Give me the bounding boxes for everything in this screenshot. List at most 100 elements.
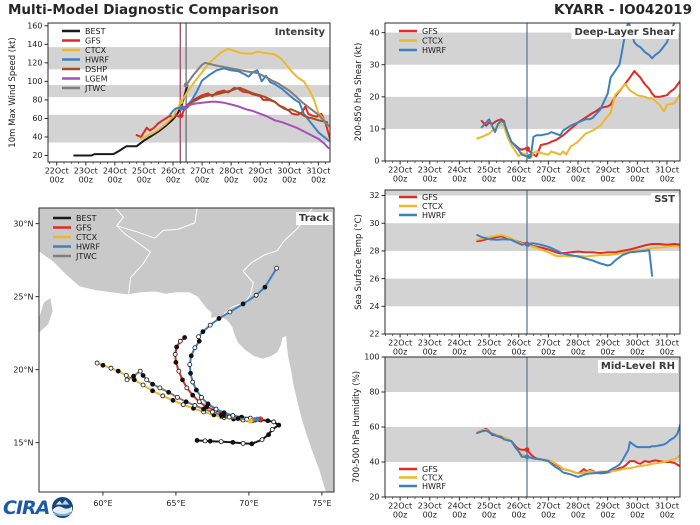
x-tick-sublabel: 00z bbox=[393, 348, 407, 357]
lon-tick-label: 75°E bbox=[312, 499, 331, 508]
x-tick-label: 28Oct bbox=[566, 502, 590, 511]
x-tick-label: 27Oct bbox=[536, 166, 560, 175]
lat-tick-label: 25°N bbox=[13, 292, 33, 301]
legend-label-ctcx: CTCX bbox=[422, 36, 444, 45]
legend-label-ctcx: CTCX bbox=[422, 202, 444, 211]
x-tick-sublabel: 00z bbox=[253, 176, 267, 185]
shear-series-hwrf bbox=[480, 23, 676, 159]
track-point-marker bbox=[172, 351, 178, 357]
y-axis-label: 200-850 hPa Shear (kt) bbox=[354, 43, 364, 142]
x-tick-label: 27Oct bbox=[536, 502, 560, 511]
sst-panel: 22Oct00z23Oct00z24Oct00z25Oct00z26Oct00z… bbox=[354, 189, 681, 357]
analysis-marker-gfs bbox=[178, 113, 184, 119]
x-tick-label: 25Oct bbox=[477, 339, 501, 348]
x-tick-sublabel: 00z bbox=[311, 176, 325, 185]
land-polygon bbox=[39, 298, 53, 333]
track-point-marker bbox=[174, 394, 180, 400]
y-tick-label: 100 bbox=[27, 77, 42, 86]
x-tick-label: 31Oct bbox=[306, 167, 330, 176]
track-point-marker bbox=[137, 368, 143, 374]
y-axis-label: 10m Max Wind Speed (kt) bbox=[8, 37, 18, 147]
panel-border bbox=[384, 22, 681, 162]
legend-label-hwrf: HWRF bbox=[422, 46, 446, 55]
track-point-marker bbox=[218, 439, 224, 445]
x-tick-sublabel: 00z bbox=[512, 175, 526, 184]
track-point-marker bbox=[240, 301, 246, 307]
y-tick-label: 20 bbox=[369, 493, 379, 502]
x-tick-label: 22Oct bbox=[45, 167, 69, 176]
x-tick-label: 28Oct bbox=[566, 166, 590, 175]
track-point-marker bbox=[274, 265, 280, 271]
track-point-marker bbox=[190, 392, 196, 398]
legend-label-hwrf: HWRF bbox=[85, 55, 109, 64]
track-point-marker bbox=[200, 329, 206, 335]
track-point-marker bbox=[213, 406, 219, 412]
track-point-marker bbox=[253, 292, 259, 298]
track-point-marker bbox=[262, 284, 268, 290]
track-point-marker bbox=[124, 377, 130, 383]
track-point-marker bbox=[216, 316, 222, 321]
y-tick-label: 80 bbox=[32, 96, 42, 105]
x-tick-label: 23Oct bbox=[418, 502, 442, 511]
x-tick-label: 30Oct bbox=[625, 166, 649, 175]
x-tick-sublabel: 00z bbox=[79, 176, 93, 185]
lat-tick-label: 20°N bbox=[13, 365, 33, 374]
track-point-marker bbox=[235, 416, 241, 421]
y-tick-label: 40 bbox=[369, 28, 379, 37]
track-endpoint-ctcx bbox=[247, 418, 253, 424]
track-point-marker bbox=[177, 338, 183, 344]
x-tick-label: 29Oct bbox=[248, 167, 272, 176]
y-tick-label: 24 bbox=[369, 302, 379, 311]
x-tick-label: 23Oct bbox=[74, 167, 98, 176]
y-tick-label: 20 bbox=[369, 93, 379, 102]
y-tick-label: 40 bbox=[369, 458, 379, 467]
y-tick-label: 26 bbox=[369, 274, 379, 283]
y-tick-label: 140 bbox=[27, 40, 42, 49]
track-point-marker bbox=[100, 362, 106, 368]
x-tick-sublabel: 00z bbox=[166, 176, 180, 185]
y-tick-label: 22 bbox=[369, 330, 379, 339]
y-tick-label: 0 bbox=[374, 157, 379, 166]
x-tick-label: 31Oct bbox=[655, 166, 679, 175]
x-tick-sublabel: 00z bbox=[423, 175, 437, 184]
y-tick-label: 30 bbox=[369, 60, 379, 69]
panel-corner-label: SST bbox=[654, 194, 675, 205]
page-title: Multi-Model Diagnostic Comparison bbox=[8, 2, 279, 18]
x-tick-sublabel: 00z bbox=[393, 511, 407, 520]
category-band bbox=[385, 190, 680, 196]
x-tick-sublabel: 00z bbox=[630, 511, 644, 520]
x-tick-label: 30Oct bbox=[277, 167, 301, 176]
track-point-marker bbox=[187, 362, 193, 367]
x-tick-label: 26Oct bbox=[161, 167, 185, 176]
track-point-marker bbox=[150, 388, 155, 394]
track-point-marker bbox=[184, 385, 190, 391]
x-tick-sublabel: 00z bbox=[630, 348, 644, 357]
panel-border bbox=[384, 189, 681, 335]
x-tick-sublabel: 00z bbox=[423, 348, 437, 357]
lon-tick-label: 65°E bbox=[166, 499, 185, 508]
legend-label-hwrf: HWRF bbox=[422, 211, 446, 220]
x-tick-sublabel: 00z bbox=[50, 176, 64, 185]
x-tick-sublabel: 00z bbox=[512, 348, 526, 357]
track-point-marker bbox=[94, 360, 100, 366]
track-point-marker bbox=[201, 406, 207, 412]
track-point-marker bbox=[140, 382, 146, 388]
track-point-marker bbox=[183, 399, 189, 405]
legend-label-best: BEST bbox=[85, 27, 106, 36]
cira-logo-text: CIRA bbox=[3, 496, 50, 519]
cira-logo: CIRA bbox=[3, 496, 74, 519]
analysis-marker-jtwc bbox=[183, 82, 189, 88]
legend-label-gfs: GFS bbox=[85, 36, 101, 45]
x-tick-label: 22Oct bbox=[388, 166, 412, 175]
legend-label-gfs: GFS bbox=[422, 465, 438, 474]
x-tick-label: 22Oct bbox=[388, 339, 412, 348]
x-tick-label: 25Oct bbox=[477, 166, 501, 175]
legend-label-best: BEST bbox=[76, 214, 97, 223]
x-tick-label: 26Oct bbox=[507, 502, 531, 511]
x-tick-label: 24Oct bbox=[447, 502, 471, 511]
x-tick-label: 23Oct bbox=[418, 339, 442, 348]
analysis-marker-gfs bbox=[524, 447, 530, 453]
y-tick-label: 30 bbox=[369, 219, 379, 228]
